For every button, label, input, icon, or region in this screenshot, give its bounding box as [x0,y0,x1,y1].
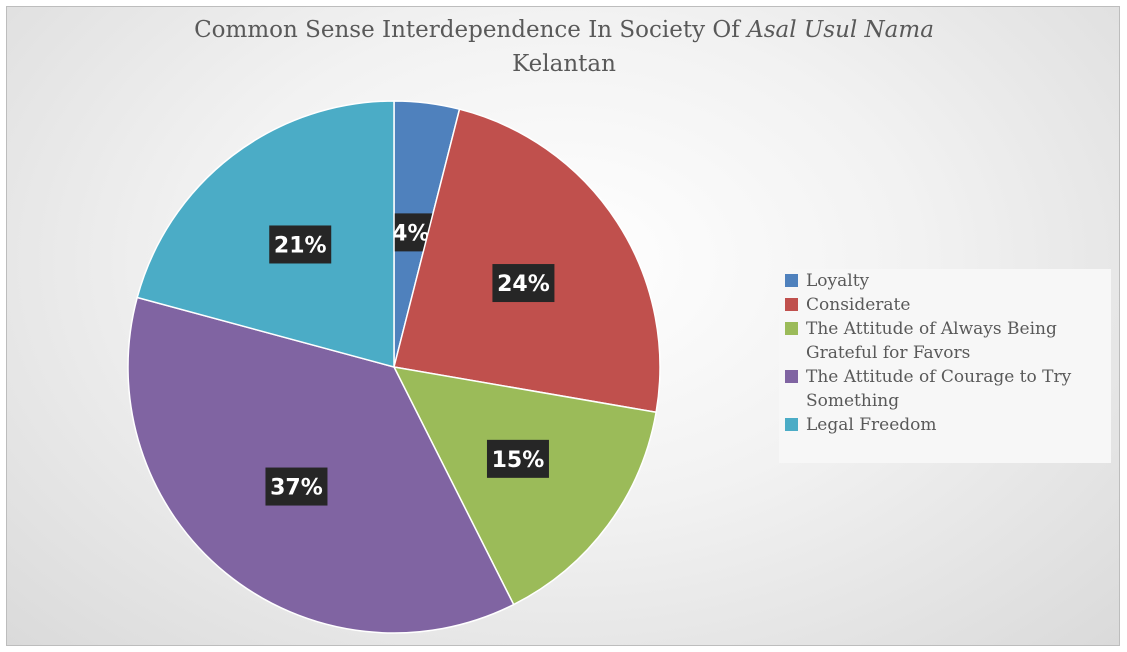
legend-label: Legal Freedom [806,413,937,437]
data-label-box [265,467,328,506]
pie-slice-the-attitude-of-courage-to-try-something [127,296,515,634]
data-label-text: 21% [274,233,327,258]
data-label-box [269,225,332,264]
legend-item-the-attitude-of-always-being-grateful-for-favors: The Attitude of Always Being Grateful for… [779,317,1111,365]
data-label-text: 15% [492,448,545,473]
legend-label: The Attitude of Always Being Grateful for… [806,317,1057,365]
legend-swatch [785,274,798,287]
chart-area: Common Sense Interdependence In Society … [6,6,1120,646]
legend-label-line: The Attitude of Always Being [806,319,1057,339]
data-label-5: 21% [269,225,332,264]
legend-swatch [785,418,798,431]
pie-slice-legal-freedom [136,100,395,368]
legend-label-line: Something [806,391,900,411]
legend-label-line: Considerate [806,295,911,315]
legend-label: Considerate [806,293,910,317]
data-label-text: 4% [392,221,429,246]
legend-label: The Attitude of Courage to Try Something [806,365,1071,413]
pie-slice-the-attitude-of-always-being-grateful-for-favors [392,366,657,606]
legend-item-the-attitude-of-courage-to-try-something: The Attitude of Courage to Try Something [779,365,1111,413]
legend: Loyalty Considerate The Attitude of Always… [779,269,1111,463]
data-label-3: 15% [486,439,549,478]
chart-title-line-1: Common Sense Interdependence In Society … [194,17,934,43]
chart-title-line-2: Kelantan [512,51,616,77]
legend-label: Loyalty [806,269,869,293]
legend-label-line: Grateful for Favors [806,343,971,363]
data-label-2: 24% [492,264,555,303]
data-label-box [486,439,549,478]
pie-slice-considerate [393,108,661,414]
legend-item-loyalty: Loyalty [779,269,1111,293]
legend-swatch [785,298,798,311]
legend-label-line: The Attitude of Courage to Try [806,367,1072,387]
legend-swatch [785,370,798,383]
legend-item-legal-freedom: Legal Freedom [779,413,1111,437]
legend-label-line: Legal Freedom [806,415,937,435]
legend-item-considerate: Considerate [779,293,1111,317]
pie-chart: 4% 24% 15% 37% 21% [127,100,661,634]
legend-swatch [785,322,798,335]
data-label-text: 24% [497,272,550,297]
data-label-box [492,264,555,303]
data-label-4: 37% [265,467,328,506]
data-label-text: 37% [270,476,323,501]
legend-label-line: Loyalty [806,271,870,291]
